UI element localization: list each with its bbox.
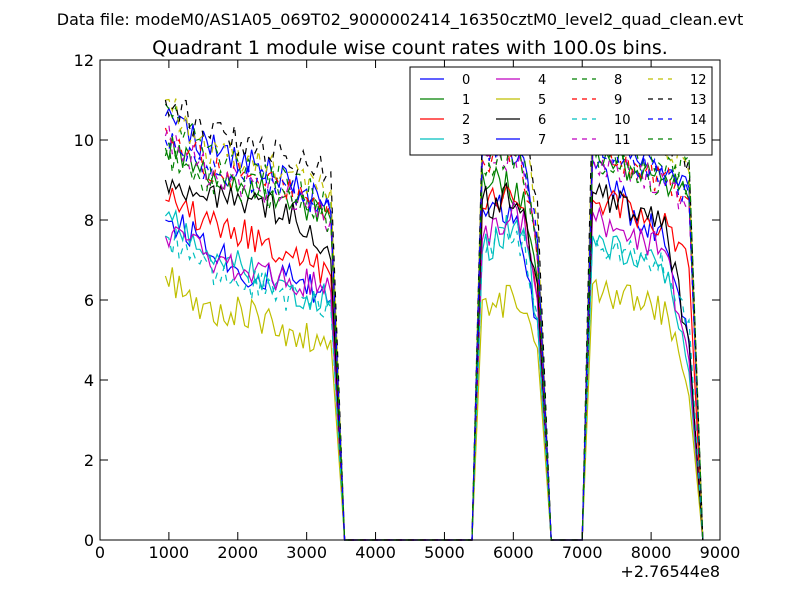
x-tick-label: 2000 (217, 543, 258, 562)
legend-label-4: 4 (538, 73, 546, 88)
y-tick-label: 10 (74, 131, 94, 150)
y-tick-label: 4 (84, 371, 94, 390)
legend-label-1: 1 (462, 93, 470, 108)
series-line-3 (164, 208, 704, 541)
legend-label-10: 10 (614, 113, 631, 128)
x-tick-label: 8000 (631, 543, 672, 562)
y-tick-label: 6 (84, 291, 94, 310)
legend-box (409, 66, 713, 156)
axis-ticks: 0 1000 2000 3000 4000 5000 6000 7000 8000 9000 0 2 4… (74, 51, 741, 562)
legend-label-9: 9 (614, 93, 622, 108)
legend-label-2: 2 (462, 113, 470, 128)
x-tick-label: 7000 (562, 543, 603, 562)
chart-title: Quadrant 1 module wise count rates with … (152, 37, 668, 59)
series-line-2 (165, 184, 704, 541)
legend-label-0: 0 (462, 73, 470, 88)
y-tick-label: 2 (84, 451, 94, 470)
legend-label-8: 8 (614, 73, 622, 88)
legend-label-5: 5 (538, 93, 546, 108)
x-tick-label: 1000 (149, 543, 190, 562)
legend-label-7: 7 (538, 133, 546, 148)
y-tick-label: 0 (84, 531, 94, 550)
legend-label-15: 15 (690, 133, 707, 148)
x-tick-label: 0 (95, 543, 105, 562)
legend-label-13: 13 (690, 93, 707, 108)
series-line-11 (164, 124, 704, 541)
figure-suptitle: Data file: modeM0/AS1A05_069T02_90000024… (57, 10, 743, 30)
y-tick-label: 8 (84, 211, 94, 230)
x-tick-label: 6000 (493, 543, 534, 562)
series-line-1 (164, 136, 704, 541)
y-tick-label: 12 (74, 51, 94, 70)
series-line-5 (164, 267, 704, 541)
legend-label-11: 11 (614, 133, 631, 148)
x-tick-label: 4000 (355, 543, 396, 562)
series-line-10 (165, 223, 704, 541)
legend-label-12: 12 (690, 73, 707, 88)
legend-label-6: 6 (538, 113, 546, 128)
series-line-0 (165, 159, 704, 541)
series-line-8 (164, 103, 704, 541)
x-tick-label: 3000 (286, 543, 327, 562)
x-tick-label: 9000 (700, 543, 741, 562)
legend-label-14: 14 (690, 113, 707, 128)
x-tick-label: 5000 (424, 543, 465, 562)
legend-label-3: 3 (462, 133, 470, 148)
x-axis-offset-label: +2.76544e8 (620, 562, 720, 581)
